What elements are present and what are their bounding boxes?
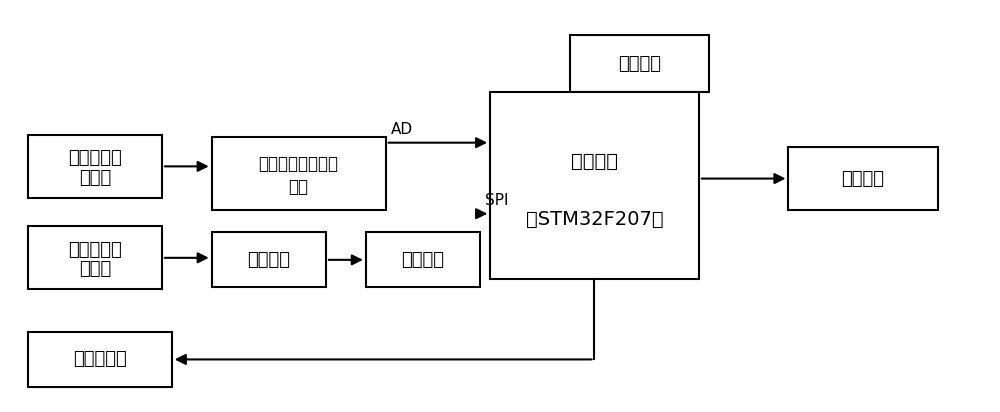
Text: 第二组电流: 第二组电流 [68,241,122,259]
Text: 第一组电流: 第一组电流 [68,149,122,167]
Text: 采样运放处理电路: 采样运放处理电路 [259,155,339,173]
FancyBboxPatch shape [788,147,938,210]
FancyBboxPatch shape [212,232,326,287]
Text: SPI: SPI [485,193,509,208]
Text: （STM32F207）: （STM32F207） [526,210,663,229]
FancyBboxPatch shape [570,35,709,92]
FancyBboxPatch shape [28,332,172,387]
Text: 计量芯片: 计量芯片 [401,251,444,269]
Text: AD: AD [391,122,413,137]
Text: 互感器: 互感器 [79,169,111,187]
FancyBboxPatch shape [28,135,162,198]
Text: 微处理器: 微处理器 [571,152,618,171]
FancyBboxPatch shape [28,226,162,289]
FancyBboxPatch shape [490,92,699,279]
Text: 采样电路: 采样电路 [247,251,290,269]
Text: 模块: 模块 [289,178,309,196]
Text: 互感器: 互感器 [79,260,111,278]
Text: 被控断路器: 被控断路器 [73,351,127,368]
FancyBboxPatch shape [366,232,480,287]
Text: 电源模块: 电源模块 [618,55,661,73]
FancyBboxPatch shape [212,137,386,210]
Text: 通信模块: 通信模块 [841,170,884,187]
